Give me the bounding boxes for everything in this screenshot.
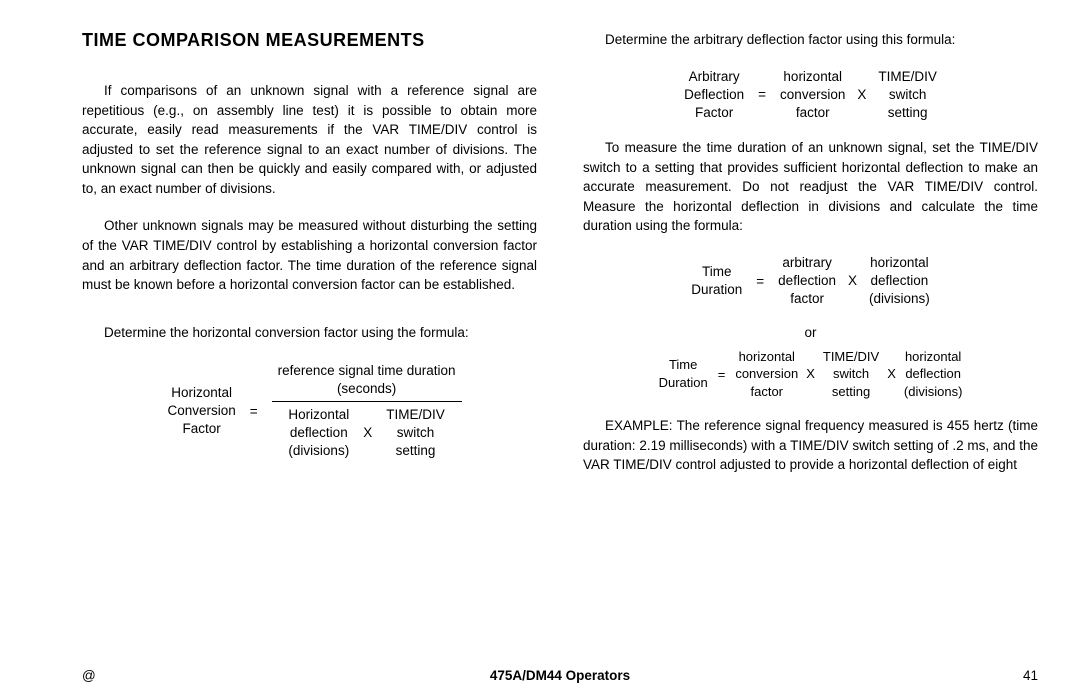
f2-t1: ArbitraryDeflectionFactor bbox=[684, 68, 744, 123]
right-para-3: EXAMPLE: The reference signal frequency … bbox=[583, 416, 1038, 475]
f3-t1: TimeDuration bbox=[691, 263, 742, 299]
left-para-2: Other unknown signals may be measured wi… bbox=[82, 216, 537, 294]
or-separator: or bbox=[583, 325, 1038, 340]
f4-x2: X bbox=[887, 365, 896, 383]
formula-horizontal-conversion: HorizontalConversionFactor = reference s… bbox=[92, 360, 537, 462]
f1-den-x: X bbox=[363, 424, 372, 442]
f3-x: X bbox=[848, 272, 857, 290]
f1-numerator: reference signal time duration(seconds) bbox=[272, 360, 462, 400]
f3-t3: horizontaldeflection(divisions) bbox=[869, 254, 930, 309]
footer-mid: 475A/DM44 Operators bbox=[490, 668, 630, 683]
page-footer: @ 475A/DM44 Operators 41 bbox=[82, 668, 1038, 683]
f1-den-left: Horizontaldeflection(divisions) bbox=[288, 406, 349, 461]
f1-eq: = bbox=[248, 404, 260, 419]
formula-time-duration-1: TimeDuration = arbitrarydeflectionfactor… bbox=[583, 254, 1038, 309]
f4-t1: TimeDuration bbox=[659, 356, 708, 391]
f1-lhs: HorizontalConversionFactor bbox=[167, 384, 235, 439]
f3-eq: = bbox=[754, 274, 766, 289]
left-para-1: If comparisons of an unknown signal with… bbox=[82, 81, 537, 198]
f2-eq: = bbox=[756, 87, 768, 102]
right-para-1: Determine the arbitrary deflection facto… bbox=[583, 30, 1038, 50]
formula-time-duration-2: TimeDuration = horizontalconversionfacto… bbox=[583, 348, 1038, 401]
f2-t2: horizontalconversionfactor bbox=[780, 68, 845, 123]
f1-fraction: reference signal time duration(seconds) … bbox=[272, 360, 462, 462]
f4-t4: horizontaldeflection(divisions) bbox=[904, 348, 963, 401]
footer-left: @ bbox=[82, 668, 96, 683]
f2-x: X bbox=[857, 86, 866, 104]
f4-eq: = bbox=[716, 367, 728, 382]
page-heading: TIME COMPARISON MEASUREMENTS bbox=[82, 30, 537, 51]
footer-right: 41 bbox=[1023, 668, 1038, 683]
f4-x1: X bbox=[806, 365, 815, 383]
f4-t3: TIME/DIVswitchsetting bbox=[823, 348, 879, 401]
f1-denominator: Horizontaldeflection(divisions) X TIME/D… bbox=[282, 402, 450, 463]
right-para-2: To measure the time duration of an unkno… bbox=[583, 138, 1038, 236]
f2-t3: TIME/DIVswitchsetting bbox=[878, 68, 937, 123]
left-column: TIME COMPARISON MEASUREMENTS If comparis… bbox=[82, 30, 537, 478]
f3-t2: arbitrarydeflectionfactor bbox=[778, 254, 836, 309]
right-column: Determine the arbitrary deflection facto… bbox=[583, 30, 1038, 478]
f1-den-right: TIME/DIVswitchsetting bbox=[386, 406, 445, 461]
f4-t2: horizontalconversionfactor bbox=[735, 348, 798, 401]
formula-arbitrary-deflection: ArbitraryDeflectionFactor = horizontalco… bbox=[583, 68, 1038, 123]
left-para-3: Determine the horizontal conversion fact… bbox=[82, 323, 537, 343]
